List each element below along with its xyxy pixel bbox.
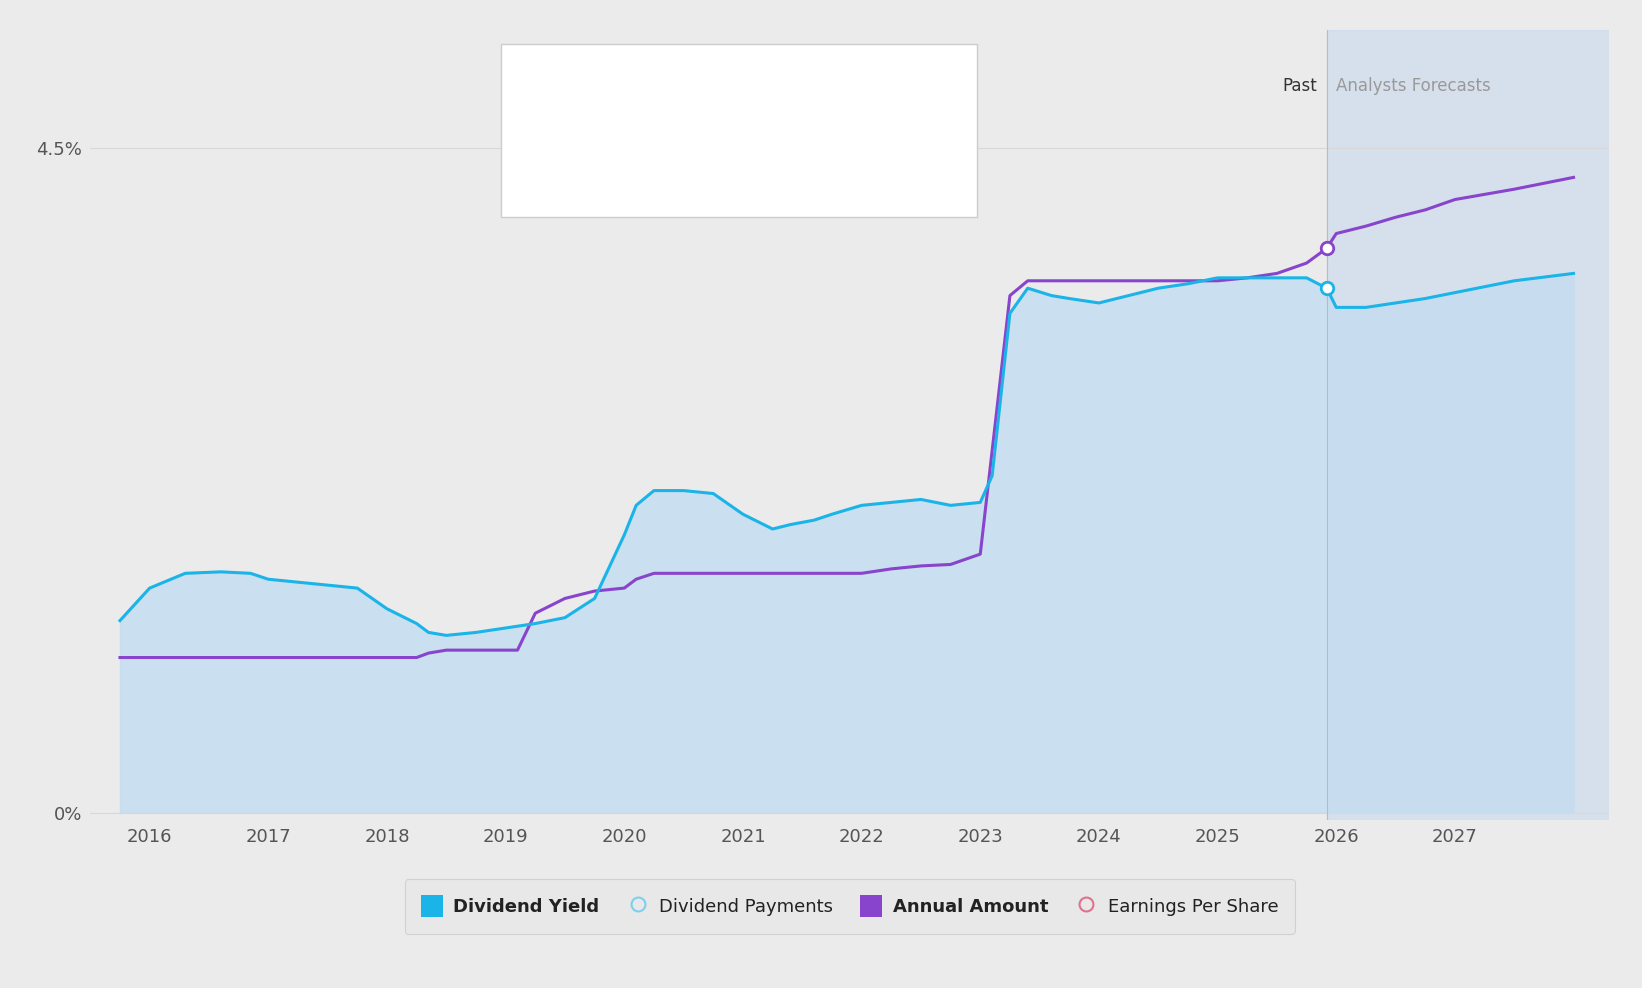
- Text: Annual Amount: Annual Amount: [525, 124, 642, 138]
- Text: 3.7%/year: 3.7%/year: [885, 182, 962, 198]
- FancyBboxPatch shape: [501, 44, 977, 217]
- Text: JP¥100.000/year: JP¥100.000/year: [837, 124, 962, 138]
- Text: Analysts Forecasts: Analysts Forecasts: [1337, 77, 1491, 95]
- Legend: Dividend Yield, Dividend Payments, Annual Amount, Earnings Per Share: Dividend Yield, Dividend Payments, Annua…: [404, 879, 1296, 934]
- Text: Past: Past: [1282, 77, 1317, 95]
- Text: Dividend Yield: Dividend Yield: [525, 182, 634, 198]
- Bar: [1327, 30, 1642, 820]
- Text: Dec 31 2025: Dec 31 2025: [525, 66, 650, 85]
